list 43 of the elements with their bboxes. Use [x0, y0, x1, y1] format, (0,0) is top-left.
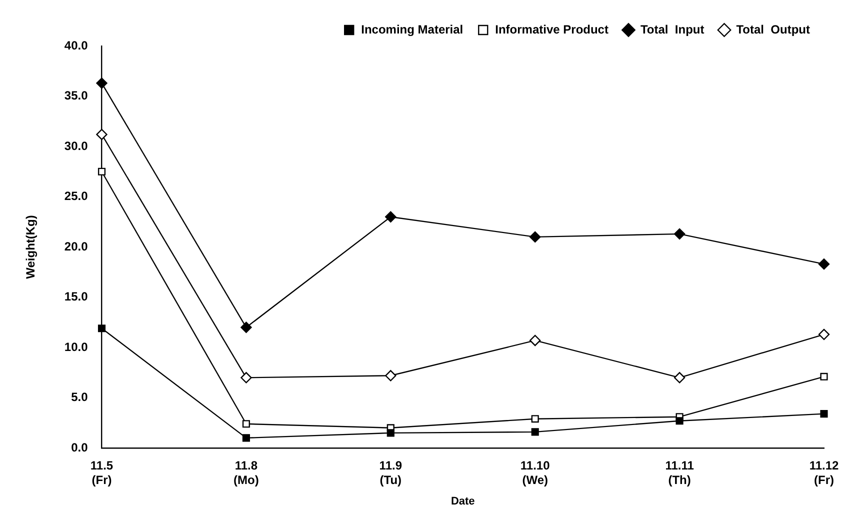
point	[531, 428, 539, 436]
legend-label: Incoming Material	[361, 22, 464, 36]
point	[242, 420, 250, 428]
x-tick-label: 11.9 (Tu)	[379, 458, 402, 487]
point	[96, 128, 108, 140]
legend-label: Informative Product	[495, 22, 608, 36]
y-tick-label: 30.0	[64, 138, 88, 153]
point	[820, 372, 828, 380]
y-tick-label: 25.0	[64, 189, 88, 204]
y-tick-label: 10.0	[64, 340, 88, 354]
x-tick-label: 11.12 (Fr)	[809, 458, 840, 487]
point	[98, 168, 106, 176]
point	[818, 258, 830, 270]
point	[818, 328, 830, 340]
x-tick-label: 11.8 (Mo)	[234, 458, 259, 487]
y-tick-label: 20.0	[64, 239, 88, 254]
point	[385, 211, 396, 222]
y-axis-title: Weight(Kg)	[24, 215, 38, 279]
point	[96, 78, 108, 89]
point	[240, 372, 252, 384]
y-tick-label: 0.0	[71, 440, 88, 454]
point	[98, 324, 106, 332]
x-tick-label: 11.5 (Fr)	[90, 458, 114, 487]
y-tick-label: 40.0	[64, 38, 88, 52]
y-tick-label: 35.0	[64, 88, 88, 103]
x-tick-label: 11.10 (We)	[520, 458, 550, 487]
point	[531, 415, 539, 423]
point	[240, 322, 252, 333]
point	[674, 228, 686, 240]
point	[242, 434, 250, 442]
point	[386, 429, 394, 437]
point	[820, 410, 828, 418]
point	[530, 231, 541, 243]
point	[674, 372, 686, 384]
point	[676, 417, 684, 425]
point	[385, 370, 396, 382]
legend-label: Total Output	[736, 22, 810, 36]
x-tick-label: 11.11 (Th)	[665, 458, 694, 487]
point	[530, 334, 541, 346]
y-tick-label: 15.0	[64, 290, 88, 304]
y-tick-label: 5.0	[71, 390, 88, 404]
x-axis-title: Date	[450, 495, 475, 508]
legend-label: Total Input	[640, 22, 704, 36]
